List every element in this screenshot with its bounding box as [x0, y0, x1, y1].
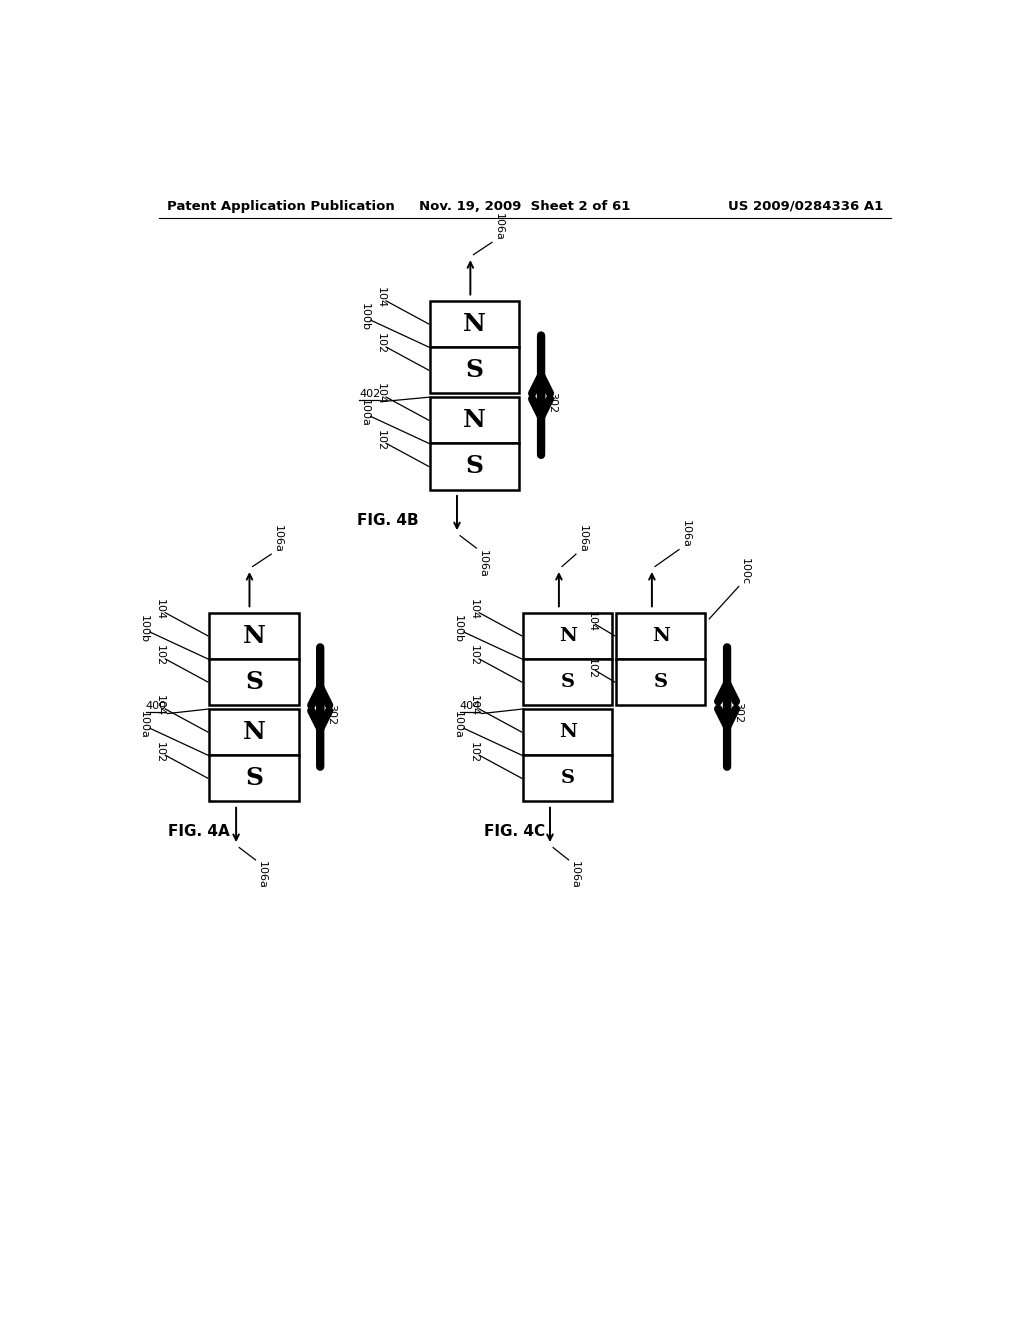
Text: N: N [559, 723, 577, 741]
Text: 100a: 100a [138, 711, 148, 739]
Text: Nov. 19, 2009  Sheet 2 of 61: Nov. 19, 2009 Sheet 2 of 61 [419, 199, 631, 213]
Text: 402: 402 [359, 389, 380, 400]
Text: N: N [243, 624, 265, 648]
Text: 100c: 100c [740, 558, 751, 585]
Text: N: N [559, 627, 577, 644]
Bar [209, 612, 299, 659]
Text: N: N [464, 408, 486, 432]
Bar [523, 755, 612, 801]
Text: 104: 104 [155, 599, 165, 620]
Text: 104: 104 [469, 599, 478, 620]
Text: FIG. 4A: FIG. 4A [168, 825, 230, 840]
Bar [430, 444, 519, 490]
Text: S: S [245, 671, 263, 694]
Text: 302: 302 [733, 702, 743, 723]
Text: 104: 104 [469, 696, 478, 717]
Text: 102: 102 [376, 429, 386, 451]
Text: 104: 104 [376, 383, 386, 405]
Text: S: S [466, 454, 483, 478]
Bar [523, 612, 612, 659]
Bar [616, 659, 706, 705]
Text: N: N [464, 312, 486, 337]
Bar [616, 612, 706, 659]
Bar [523, 659, 612, 705]
Text: 102: 102 [376, 334, 386, 355]
Text: S: S [653, 673, 668, 690]
Bar [209, 709, 299, 755]
Bar [523, 709, 612, 755]
Text: S: S [245, 766, 263, 791]
Text: 106a: 106a [681, 520, 690, 548]
Text: 106a: 106a [578, 525, 588, 553]
Bar [430, 397, 519, 444]
Text: N: N [243, 719, 265, 744]
Text: 106a: 106a [494, 213, 504, 240]
Text: US 2009/0284336 A1: US 2009/0284336 A1 [728, 199, 883, 213]
Text: 100b: 100b [138, 615, 148, 643]
Text: 106a: 106a [570, 862, 581, 890]
Text: 400: 400 [145, 701, 167, 711]
Text: 104: 104 [155, 696, 165, 717]
Text: FIG. 4C: FIG. 4C [484, 825, 546, 840]
Bar [430, 347, 519, 393]
Text: FIG. 4B: FIG. 4B [356, 512, 418, 528]
Bar [209, 755, 299, 801]
Text: S: S [466, 358, 483, 383]
Bar [430, 301, 519, 347]
Text: 102: 102 [587, 657, 596, 678]
Text: 106a: 106a [257, 862, 267, 890]
Bar [209, 659, 299, 705]
Text: N: N [652, 627, 670, 644]
Text: S: S [561, 770, 574, 787]
Text: 104: 104 [376, 288, 386, 309]
Text: 102: 102 [155, 645, 165, 667]
Text: 100b: 100b [359, 304, 370, 331]
Text: 404: 404 [460, 701, 481, 711]
Text: 100a: 100a [453, 711, 463, 739]
Text: 104: 104 [587, 611, 596, 632]
Text: 100a: 100a [359, 400, 370, 428]
Text: 106a: 106a [478, 549, 487, 577]
Text: 106a: 106a [272, 525, 283, 553]
Text: Patent Application Publication: Patent Application Publication [167, 199, 394, 213]
Text: 302: 302 [547, 392, 557, 413]
Text: S: S [561, 673, 574, 690]
Text: 302: 302 [327, 704, 337, 725]
Text: 102: 102 [469, 645, 478, 667]
Text: 100b: 100b [453, 615, 463, 643]
Text: 102: 102 [469, 742, 478, 763]
Text: 102: 102 [155, 742, 165, 763]
